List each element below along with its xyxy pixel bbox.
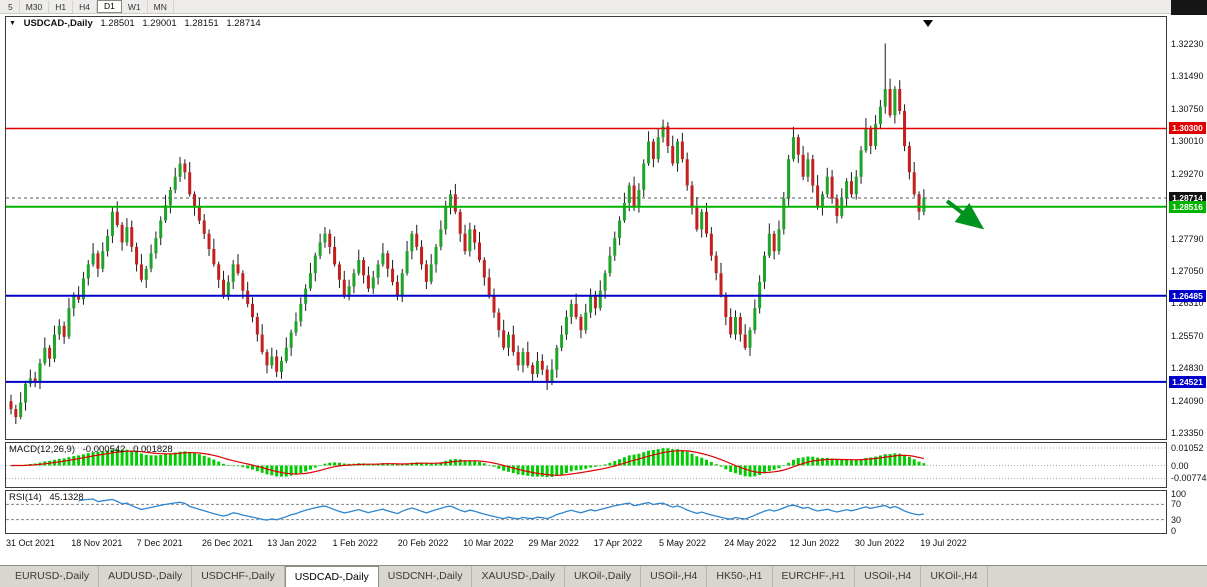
date-label: 1 Feb 2022 (332, 538, 379, 548)
symbol-tabbar[interactable]: EURUSD-,Daily AUDUSD-,Daily USDCHF-,Daily U… (0, 565, 1207, 587)
rsi-value: 45.1328 (49, 492, 84, 503)
date-label: 31 Oct 2021 (6, 538, 56, 548)
date-label: 20 Feb 2022 (397, 538, 449, 548)
macd-axis: 0.01052 0.00 -0.00774 (1169, 443, 1207, 487)
price-tick: 1.32230 (1171, 38, 1204, 49)
macd-axis-label: 0.00 (1171, 460, 1189, 471)
date-axis[interactable]: 31 Oct 2021 18 Nov 2021 7 Dec 2021 26 Dec 2… (6, 538, 1168, 552)
top-triangle-marker[interactable] (923, 20, 933, 27)
tab-ukoilh4-11[interactable]: UKOil-,H4 (921, 566, 988, 587)
main-chart-panel[interactable]: ▼ USDCAD-,Daily 1.28501 1.29001 1.28151 … (5, 16, 1167, 440)
tab-usoilh4-10[interactable]: USOil-,H4 (855, 566, 922, 587)
timeframe-button-m30[interactable]: M30 (20, 0, 50, 13)
date-label: 18 Nov 2021 (71, 538, 123, 548)
rsi-axis-label: 0 (1171, 526, 1177, 536)
date-label: 5 May 2022 (659, 538, 707, 548)
price-tick: 1.24830 (1171, 363, 1204, 374)
chart-header: ▼ USDCAD-,Daily 1.28501 1.29001 1.28151 … (9, 18, 266, 29)
timeframe-button-5[interactable]: 5 (2, 0, 20, 13)
date-label: 19 Jul 2022 (920, 538, 967, 548)
macd-histogram (9, 448, 926, 478)
timeframe-button-w1[interactable]: W1 (122, 0, 148, 13)
tab-eurchfh1-9[interactable]: EURCHF-,H1 (773, 566, 856, 587)
chart-annotations[interactable] (923, 20, 985, 230)
macd-axis-label: 0.01052 (1171, 442, 1204, 453)
tab-ukoildaily-6[interactable]: UKOil-,Daily (565, 566, 642, 587)
rsi-axis-label: 70 (1171, 499, 1182, 510)
rsi-line (78, 498, 925, 521)
rsi-canvas[interactable] (6, 491, 1166, 533)
date-label: 24 May 2022 (724, 538, 777, 548)
ohlc-low: 1.28151 (184, 18, 219, 29)
price-marker: 1.28516 (1169, 200, 1206, 213)
macd-signal-value: 0.001828 (133, 444, 173, 455)
price-axis[interactable]: 1.32230 1.31490 1.30750 1.30010 1.29270 1.277… (1169, 17, 1207, 439)
price-tick: 1.24090 (1171, 395, 1204, 406)
timeframe-bar[interactable]: 5 M30 H1 H4 D1 W1 MN (0, 0, 1207, 14)
date-label: 12 Jun 2022 (789, 538, 840, 548)
macd-signal-line (11, 450, 925, 476)
rsi-axis: 100 70 30 0 (1169, 489, 1207, 536)
rsi-panel[interactable]: RSI(14) 45.1328 (5, 490, 1167, 534)
macd-panel[interactable]: MACD(12,26,9) -0.000542 0.001828 (5, 442, 1167, 488)
price-tick: 1.26310 (1171, 298, 1204, 309)
timeframe-button-mn[interactable]: MN (148, 0, 174, 13)
price-marker: 1.26485 (1169, 289, 1206, 302)
tab-hk50h1-8[interactable]: HK50-,H1 (707, 566, 773, 587)
price-tick: 1.31490 (1171, 71, 1204, 82)
price-tick: 1.30750 (1171, 103, 1204, 114)
rsi-axis-label: 30 (1171, 514, 1182, 525)
ohlc-high: 1.29001 (142, 18, 177, 29)
timeframe-button-h4[interactable]: H4 (73, 0, 98, 13)
tab-usoilh4-7[interactable]: USOil-,H4 (641, 566, 708, 587)
tab-audusddaily-1[interactable]: AUDUSD-,Daily (99, 566, 193, 587)
timeframe-button-h1[interactable]: H1 (49, 0, 74, 13)
price-marker: 1.24521 (1169, 375, 1206, 388)
sell-arrow-annotation[interactable] (945, 199, 985, 230)
chart-menu-icon[interactable]: ▼ (9, 20, 16, 27)
date-label: 13 Jan 2022 (267, 538, 317, 548)
date-label: 7 Dec 2021 (136, 538, 183, 548)
macd-axis-label: -0.00774 (1171, 473, 1207, 484)
ohlc-open: 1.28501 (100, 18, 135, 29)
price-tick: 1.29270 (1171, 168, 1204, 179)
macd-label: MACD(12,26,9) (9, 444, 75, 455)
rsi-header: RSI(14) 45.1328 (9, 492, 89, 503)
main-chart-canvas[interactable] (6, 17, 1166, 439)
date-label: 29 Mar 2022 (528, 538, 579, 548)
date-label: 10 Mar 2022 (463, 538, 514, 548)
price-tick: 1.30010 (1171, 136, 1204, 147)
price-tick: 1.25570 (1171, 330, 1204, 341)
ohlc-close: 1.28714 (226, 18, 261, 29)
price-tick: 1.27050 (1171, 265, 1204, 276)
candlestick-series (9, 43, 926, 425)
price-marker: 1.30300 (1169, 122, 1206, 135)
rsi-axis-label: 100 (1171, 489, 1187, 499)
rsi-label: RSI(14) (9, 492, 42, 503)
tab-usdcaddaily-3[interactable]: USDCAD-,Daily (284, 566, 379, 587)
tab-xauusddaily-5[interactable]: XAUUSD-,Daily (472, 566, 565, 587)
tab-eurusddaily-0[interactable]: EURUSD-,Daily (6, 566, 100, 587)
macd-canvas[interactable] (6, 443, 1166, 487)
macd-header: MACD(12,26,9) -0.000542 0.001828 (9, 444, 178, 455)
price-tick: 1.27790 (1171, 233, 1204, 244)
window-corner (1171, 0, 1207, 15)
price-tick: 1.23350 (1171, 428, 1204, 439)
timeframe-button-d1[interactable]: D1 (97, 0, 122, 13)
chart-symbol-label: USDCAD-,Daily (23, 18, 93, 29)
tab-usdchfdaily-2[interactable]: USDCHF-,Daily (192, 566, 285, 587)
macd-value: -0.000542 (82, 444, 126, 455)
tab-usdcnhdaily-4[interactable]: USDCNH-,Daily (379, 566, 473, 587)
date-label: 26 Dec 2021 (201, 538, 253, 548)
date-label: 17 Apr 2022 (593, 538, 643, 548)
date-label: 30 Jun 2022 (854, 538, 905, 548)
